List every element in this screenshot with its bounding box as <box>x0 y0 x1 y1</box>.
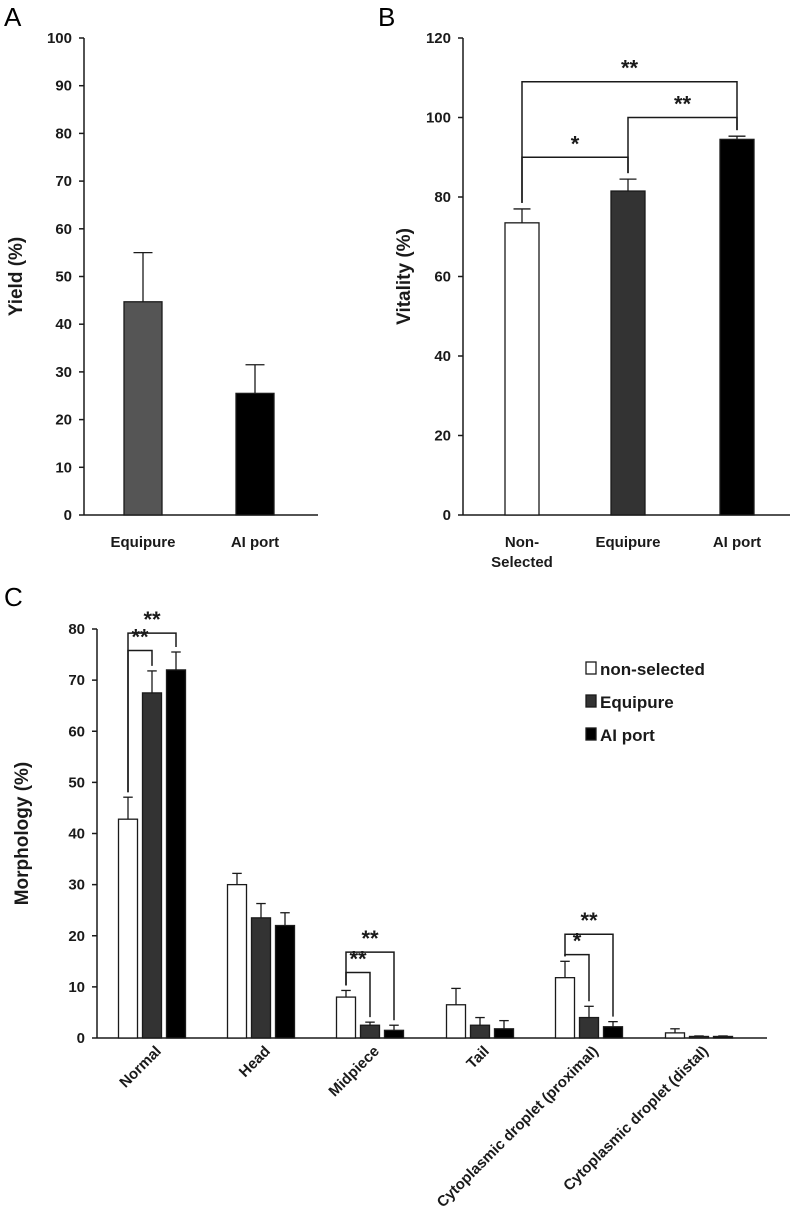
y-tick-label: 20 <box>68 928 85 945</box>
chart-vitality: 0 20 40 60 80 100 120 Vitality (%) Non- Selected E… <box>394 30 790 571</box>
bar <box>274 924 296 1039</box>
y-tick-label: 80 <box>434 189 451 206</box>
y-tick-label: 70 <box>55 173 72 190</box>
x-category-label: AI port <box>231 534 279 551</box>
panel-label-b: B <box>378 2 395 32</box>
bar <box>469 1024 491 1039</box>
bar <box>235 392 275 516</box>
significance-bracket <box>127 632 177 793</box>
bar <box>688 1035 710 1039</box>
x-category-label: AI port <box>713 534 761 551</box>
bar <box>578 1016 600 1039</box>
y-tick-label: 30 <box>55 364 72 381</box>
y-tick-label: 60 <box>68 723 85 740</box>
legend-swatch <box>585 727 597 741</box>
significance-bracket <box>345 951 395 1021</box>
legend-label: non-selected <box>600 660 705 679</box>
significance-bracket <box>564 933 614 1017</box>
y-tick-label: 60 <box>434 269 451 286</box>
legend-swatch <box>585 661 597 675</box>
y-tick-label: 90 <box>55 78 72 95</box>
y-tick-label: 40 <box>434 348 451 365</box>
significance-label: ** <box>143 607 161 632</box>
bar <box>335 996 357 1039</box>
bar <box>602 1026 624 1039</box>
bar <box>141 692 163 1039</box>
significance-label: * <box>573 929 582 954</box>
x-category-label: Normal <box>116 1043 165 1092</box>
y-tick-label: 30 <box>68 877 85 894</box>
y-tick-label: 10 <box>68 979 85 996</box>
y-tick-label: 20 <box>434 428 451 445</box>
significance-label: ** <box>580 908 598 933</box>
y-tick-label: 40 <box>55 316 72 333</box>
significance-bracket <box>521 80 738 203</box>
y-tick-label: 60 <box>55 221 72 238</box>
bar <box>123 301 163 516</box>
y-tick-label: 70 <box>68 672 85 689</box>
x-category-label: Midpiece <box>325 1043 382 1100</box>
y-tick-label: 100 <box>47 30 72 47</box>
y-axis-label: Yield (%) <box>6 237 27 317</box>
significance-label: ** <box>674 92 692 117</box>
bar <box>664 1032 686 1039</box>
y-tick-label: 50 <box>68 774 85 791</box>
x-category-label: Tail <box>463 1043 493 1073</box>
panel-label-a: A <box>4 2 22 32</box>
significance-label: * <box>571 131 580 156</box>
bar <box>250 917 272 1039</box>
bar <box>712 1035 734 1039</box>
bar <box>610 190 646 516</box>
x-category-label: Non- <box>505 534 539 551</box>
significance-label: ** <box>361 926 379 951</box>
y-tick-label: 0 <box>64 507 72 524</box>
bar <box>117 818 139 1039</box>
panel-label-c: C <box>4 582 23 612</box>
x-category-label: Equipure <box>595 534 660 551</box>
y-tick-label: 0 <box>443 507 451 524</box>
x-category-label: Head <box>236 1043 274 1081</box>
y-axis-label: Morphology (%) <box>12 762 33 906</box>
y-tick-label: 50 <box>55 269 72 286</box>
bar <box>554 977 576 1039</box>
bar <box>719 138 755 516</box>
y-tick-label: 40 <box>68 826 85 843</box>
y-tick-label: 0 <box>77 1030 85 1047</box>
legend-swatch <box>585 694 597 708</box>
y-tick-label: 80 <box>68 621 85 638</box>
significance-label: ** <box>131 624 149 649</box>
legend-label: AI port <box>600 726 655 745</box>
y-tick-label: 100 <box>426 110 451 127</box>
significance-label: ** <box>621 56 639 81</box>
y-tick-label: 80 <box>55 125 72 142</box>
x-category-label: Selected <box>491 554 553 571</box>
bar <box>493 1028 515 1039</box>
y-tick-label: 20 <box>55 412 72 429</box>
bar <box>445 1004 467 1039</box>
y-tick-label: 120 <box>426 30 451 47</box>
y-axis-label: Vitality (%) <box>394 228 415 325</box>
bar <box>359 1024 381 1039</box>
bar <box>226 883 248 1039</box>
chart-morphology: 0 10 20 30 40 50 60 70 80 Morphology (%) Normal Hea… <box>12 607 767 1211</box>
chart-yield: 0 10 20 30 40 50 60 70 80 90 100 Yield (%) Equipure A… <box>6 30 318 551</box>
legend-label: Equipure <box>600 693 674 712</box>
bar <box>383 1029 405 1039</box>
x-category-label: Equipure <box>110 534 175 551</box>
y-tick-label: 10 <box>55 459 72 476</box>
bar <box>165 669 187 1039</box>
bar <box>504 222 540 516</box>
